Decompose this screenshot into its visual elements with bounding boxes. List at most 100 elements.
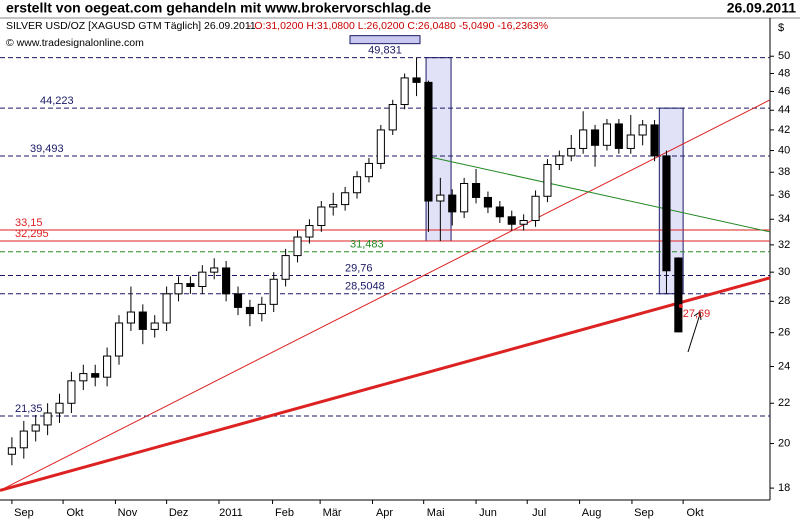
candle-body <box>91 373 100 378</box>
candle-body <box>400 77 409 106</box>
candle-body <box>614 123 623 149</box>
x-tick-label: Mär <box>323 507 342 519</box>
level-label: 49,831 <box>368 45 402 57</box>
candle-body <box>436 194 445 202</box>
candle-body <box>626 134 635 149</box>
annotation-point <box>678 304 683 309</box>
annotation-label: 27,69 <box>683 308 711 320</box>
candle-body <box>638 124 647 136</box>
candle-body <box>150 322 159 330</box>
candle-body <box>590 129 600 146</box>
y-tick-label: 34 <box>778 213 790 225</box>
header-title: erstellt von oegeat.com gehandeln mit ww… <box>6 0 431 16</box>
candle-body <box>543 164 552 197</box>
candle-body <box>507 216 516 225</box>
header-date: 26.09.2011 <box>727 0 797 16</box>
x-tick-label: Aug <box>582 507 602 519</box>
candle-body <box>471 183 481 198</box>
y-tick-label: 46 <box>778 85 790 97</box>
y-tick-label: 28 <box>778 295 790 307</box>
level-label: 33,15 <box>15 217 43 229</box>
candle-body <box>138 311 147 330</box>
y-tick-label: 38 <box>778 166 790 178</box>
y-tick-label: 32 <box>778 239 790 251</box>
y-tick-label: 20 <box>778 437 790 449</box>
candle-body <box>650 124 659 157</box>
y-axis-label: $ <box>778 22 784 34</box>
candle-body <box>257 303 266 315</box>
candle-body <box>222 267 231 295</box>
arrow <box>687 311 702 353</box>
level-label: 39,493 <box>30 143 64 155</box>
candle-body <box>460 183 469 213</box>
x-tick-label: Apr <box>376 507 393 519</box>
candle-body <box>162 293 171 324</box>
candle-body <box>376 129 385 164</box>
candle-body <box>424 81 433 202</box>
x-tick-label: Dez <box>169 507 189 519</box>
candle-body <box>388 104 397 131</box>
level-label: 44,223 <box>40 95 74 107</box>
level-label: 31,483 <box>350 239 384 251</box>
candle-body <box>364 162 374 178</box>
candle-body <box>293 236 302 257</box>
instrument: SILVER USD/OZ [XAGUSD GTM Täglich] 26.09… <box>6 20 256 32</box>
y-tick-label: 48 <box>778 67 790 79</box>
trend-line <box>0 99 771 491</box>
candle-body <box>114 322 124 357</box>
candle-body <box>7 447 16 455</box>
level-label: 28,5048 <box>345 281 385 293</box>
y-tick-label: 26 <box>778 327 790 339</box>
x-tick-label: Nov <box>118 507 138 519</box>
x-tick-label: Sep <box>634 507 654 519</box>
candle-body <box>186 283 195 287</box>
candle-body <box>210 267 219 273</box>
candle-body <box>329 204 338 208</box>
candle-body <box>662 155 671 272</box>
candle-body <box>31 424 40 432</box>
x-tick-label: Sep <box>14 507 34 519</box>
level-label: 29,76 <box>345 262 373 274</box>
y-tick-label: 44 <box>778 104 790 116</box>
candle-body <box>341 192 350 206</box>
candle-body <box>531 195 540 221</box>
trend-line <box>0 276 771 492</box>
x-tick-label: Feb <box>275 507 294 519</box>
candle-body <box>281 255 290 280</box>
candle-body <box>79 373 88 382</box>
trend-line <box>424 155 771 233</box>
y-tick-label: 18 <box>778 482 790 494</box>
candle-body <box>495 206 504 218</box>
candle-body <box>174 283 183 295</box>
x-tick-label: Jul <box>532 507 546 519</box>
candle-body <box>19 430 28 449</box>
candle-body <box>43 412 52 426</box>
level-label: 32,295 <box>15 228 49 240</box>
candle-body <box>67 380 76 404</box>
x-tick-label: Mai <box>427 507 445 519</box>
y-tick-label: 24 <box>778 360 790 372</box>
candle-body <box>674 257 683 333</box>
candle-body <box>412 77 421 83</box>
y-tick-label: 50 <box>778 50 790 62</box>
candle-body <box>448 194 457 213</box>
candle-body <box>602 123 612 146</box>
x-tick-label: Jun <box>479 507 497 519</box>
level-label: 21,35 <box>15 403 43 415</box>
candle-body <box>317 206 326 227</box>
candle-body <box>305 225 314 238</box>
candle-body <box>567 147 576 157</box>
x-tick-label: Okt <box>687 507 704 519</box>
candle-body <box>198 271 207 287</box>
quote: - O:31,0200 H:31,0800 L:26,0200 C:26,048… <box>248 20 548 32</box>
candle-body <box>483 196 493 208</box>
candle-body <box>519 219 528 225</box>
candle-body <box>126 311 135 324</box>
candle-body <box>269 278 278 305</box>
x-tick-label: Okt <box>67 507 84 519</box>
y-tick-label: 22 <box>778 397 790 409</box>
candle-body <box>233 293 243 308</box>
x-tick-label: 2011 <box>219 507 243 519</box>
y-tick-label: 40 <box>778 144 790 156</box>
level-label-box <box>349 35 421 45</box>
